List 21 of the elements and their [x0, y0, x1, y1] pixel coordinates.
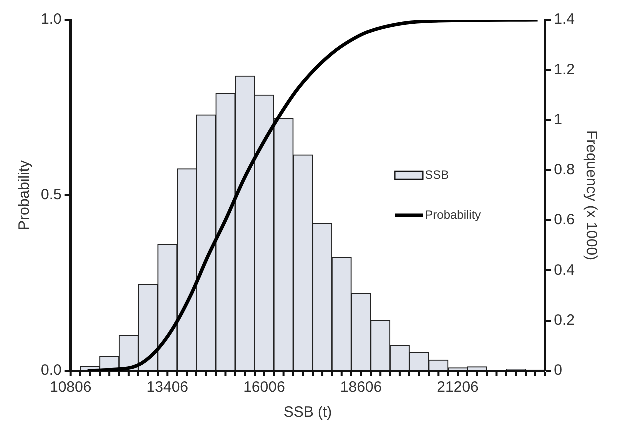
y2-tick-label: 0.2: [554, 312, 576, 329]
x-tick-label: 21206: [437, 379, 479, 396]
y2-tick-label: 1.4: [554, 11, 576, 28]
y2-tick-label: 0.6: [554, 212, 576, 229]
x-axis-title: SSB (t): [284, 404, 332, 422]
y2-tick-label: 1: [554, 111, 562, 128]
x-tick-label: 18606: [340, 379, 382, 396]
y2-tick-label: 0.4: [554, 262, 576, 279]
legend-label: Probability: [425, 208, 482, 222]
x-tick-label: 16006: [244, 379, 286, 396]
y2-tick-label: 0: [554, 362, 562, 380]
x-tick-label: 10806: [50, 379, 92, 396]
y2-tick-label: 1.2: [554, 61, 576, 78]
y-axis-title: Probability: [16, 160, 34, 231]
y-tick-label: 0.5: [40, 186, 62, 204]
y2-tick-label: 0.8: [554, 162, 576, 179]
legend-label: SSB: [425, 168, 450, 182]
y-tick-label: 1.0: [40, 11, 62, 28]
y2-axis-title: Frequency (x 1000): [582, 130, 600, 261]
y-tick-label: 0.0: [40, 362, 62, 380]
x-tick-label: 13406: [146, 379, 189, 396]
